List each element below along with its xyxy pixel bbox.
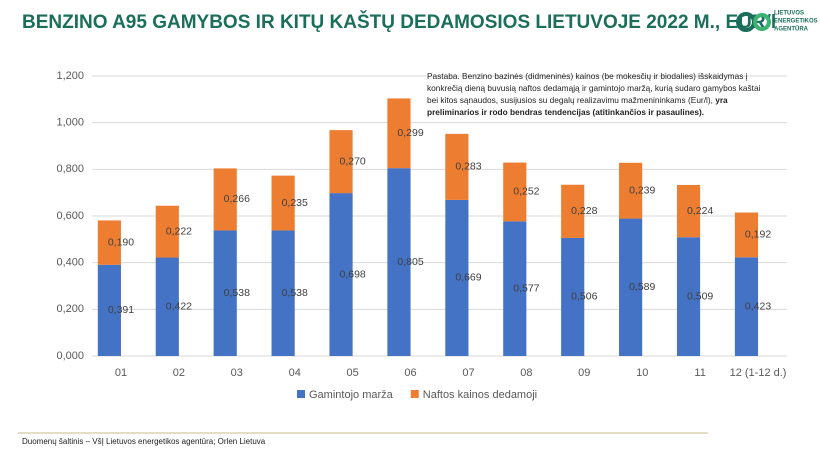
bar-segment bbox=[561, 184, 585, 238]
bar-segment bbox=[676, 184, 701, 238]
bar-segment bbox=[97, 220, 121, 265]
bar-segment bbox=[619, 162, 643, 219]
legend-swatch bbox=[410, 390, 419, 398]
x-tick-label: 11 bbox=[694, 367, 705, 379]
note-text: Pastaba. Benzino bazinės (didmeninės) ka… bbox=[427, 71, 761, 105]
y-tick-label: 1,000 bbox=[56, 117, 84, 129]
x-tick-label: 04 bbox=[289, 367, 301, 379]
bar-segment bbox=[503, 221, 527, 356]
note: Pastaba. Benzino bazinės (didmeninės) ka… bbox=[427, 70, 772, 118]
bar-segment bbox=[676, 237, 701, 356]
bar-segment bbox=[561, 237, 585, 356]
x-tick-label: 02 bbox=[173, 367, 185, 379]
bar-segment bbox=[734, 212, 759, 258]
logo-icon bbox=[753, 13, 771, 31]
data-label: 0,224 bbox=[687, 205, 713, 217]
data-label: 0,252 bbox=[513, 186, 539, 198]
data-label: 0,190 bbox=[108, 236, 134, 248]
logo-text: AGENTŪRA bbox=[774, 26, 809, 33]
bar-segment bbox=[329, 193, 353, 356]
data-label: 0,422 bbox=[166, 301, 192, 313]
bar-segment bbox=[213, 230, 237, 356]
data-label: 0,509 bbox=[687, 290, 713, 302]
data-label: 0,266 bbox=[224, 193, 250, 205]
y-tick-label: 0,400 bbox=[56, 257, 84, 269]
legend-label: Gamintojo marža bbox=[309, 389, 394, 401]
data-label: 0,270 bbox=[339, 155, 365, 167]
data-label: 0,283 bbox=[455, 161, 481, 173]
bar-segment bbox=[155, 205, 179, 258]
x-tick-label: 08 bbox=[520, 367, 532, 379]
source: Duomenų šaltinis – VšĮ Lietuvos energeti… bbox=[22, 437, 266, 446]
data-label: 0,299 bbox=[397, 127, 423, 139]
legend-swatch bbox=[297, 390, 305, 398]
data-label: 0,538 bbox=[282, 287, 308, 299]
x-tick-label: 07 bbox=[462, 367, 474, 379]
logo: LIETUVOS ENERGETIKOS AGENTŪRA bbox=[736, 11, 818, 33]
data-label: 0,538 bbox=[224, 287, 250, 299]
y-tick-label: 0,000 bbox=[56, 350, 84, 362]
x-tick-label: 12 (1-12 d.) bbox=[730, 367, 787, 379]
bar-segment bbox=[155, 257, 179, 356]
y-tick-label: 0,200 bbox=[56, 303, 84, 315]
bar-segment bbox=[387, 168, 411, 356]
bar-segment bbox=[445, 199, 469, 356]
data-label: 0,805 bbox=[397, 256, 423, 268]
x-tick-label: 03 bbox=[231, 367, 243, 379]
legend-label: Naftos kainos dedamoji bbox=[423, 389, 537, 401]
x-tick-label: 06 bbox=[404, 367, 416, 379]
x-tick-label: 05 bbox=[347, 367, 359, 379]
data-label: 0,192 bbox=[745, 229, 771, 241]
bar-segment bbox=[734, 257, 759, 356]
data-label: 0,589 bbox=[629, 281, 655, 293]
bar-segment bbox=[329, 130, 353, 194]
data-label: 0,577 bbox=[513, 282, 539, 294]
bar-segment bbox=[271, 175, 295, 231]
x-tick-label: 10 bbox=[636, 367, 648, 379]
bar-segment bbox=[97, 264, 121, 356]
data-label: 0,423 bbox=[745, 300, 771, 312]
y-tick-label: 0,600 bbox=[56, 210, 84, 222]
data-label: 0,235 bbox=[282, 197, 308, 209]
y-tick-label: 0,800 bbox=[56, 163, 84, 175]
chart-title: BENZINO A95 GAMYBOS IR KITŲ KAŠTŲ DEDAMO… bbox=[22, 11, 776, 33]
x-tick-label: 09 bbox=[578, 367, 590, 379]
data-label: 0,698 bbox=[339, 268, 365, 280]
data-label: 0,239 bbox=[629, 184, 655, 196]
y-tick-label: 1,200 bbox=[56, 70, 84, 82]
data-label: 0,222 bbox=[166, 225, 192, 237]
logo-text: LIETUVOS bbox=[774, 11, 804, 17]
bar-segment bbox=[619, 218, 643, 356]
bar-segment bbox=[503, 162, 527, 222]
logo-text: ENERGETIKOS bbox=[774, 19, 818, 25]
bar-segment bbox=[213, 168, 237, 231]
bar-segment bbox=[445, 133, 469, 200]
data-label: 0,228 bbox=[571, 205, 597, 217]
x-tick-label: 01 bbox=[115, 367, 127, 379]
data-label: 0,669 bbox=[455, 272, 481, 284]
data-label: 0,506 bbox=[571, 291, 597, 303]
note-bold: yra preliminarios ir rodo bendras tenden… bbox=[427, 95, 728, 117]
data-label: 0,391 bbox=[108, 304, 134, 316]
bar-segment bbox=[271, 230, 295, 356]
bar-segment bbox=[387, 98, 411, 169]
